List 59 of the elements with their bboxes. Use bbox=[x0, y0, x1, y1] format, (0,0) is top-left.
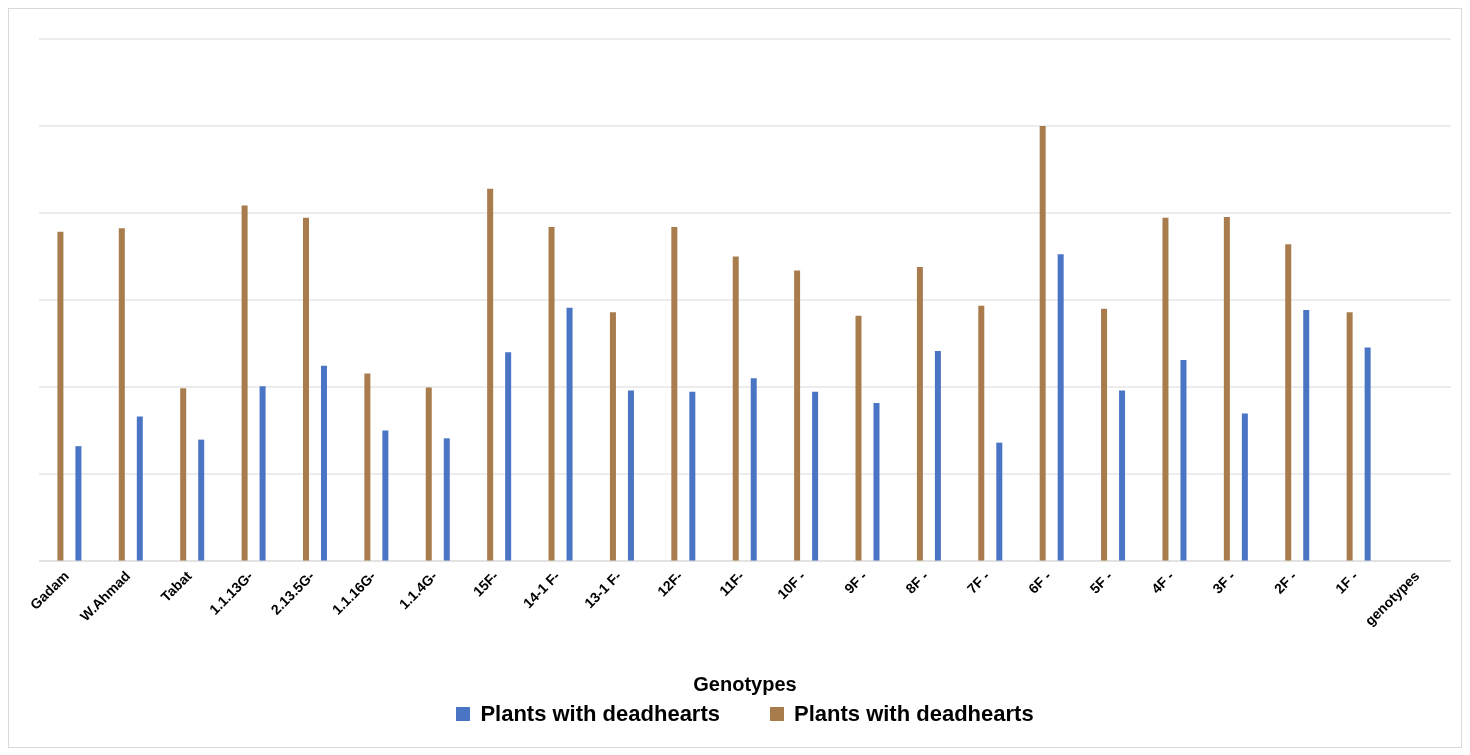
bar bbox=[118, 228, 125, 561]
bar bbox=[75, 446, 82, 561]
bar bbox=[443, 438, 450, 561]
bar bbox=[241, 205, 248, 561]
x-tick-label: 9F - bbox=[840, 567, 871, 597]
bar bbox=[750, 378, 757, 561]
bar bbox=[812, 391, 819, 561]
x-tick-label: 4F - bbox=[1147, 567, 1178, 597]
bar bbox=[627, 390, 634, 561]
bar bbox=[382, 430, 389, 561]
bar bbox=[198, 439, 205, 561]
legend-label: Plants with deadhearts bbox=[794, 701, 1034, 727]
bar bbox=[1101, 308, 1108, 561]
bar bbox=[996, 442, 1003, 561]
x-tick-label: 2F - bbox=[1270, 567, 1300, 597]
bar bbox=[1364, 347, 1371, 561]
x-tick-label: 15F- bbox=[469, 567, 502, 600]
bar bbox=[505, 352, 512, 561]
bar bbox=[1119, 390, 1126, 561]
bar bbox=[978, 305, 985, 561]
bar bbox=[1241, 413, 1248, 561]
bar bbox=[364, 373, 371, 561]
bar bbox=[732, 256, 739, 561]
bar bbox=[548, 226, 555, 561]
x-tick-label: 1F - bbox=[1332, 567, 1362, 597]
bar bbox=[180, 388, 187, 561]
bar bbox=[566, 307, 573, 561]
bar bbox=[689, 391, 696, 561]
legend-label: Plants with deadhearts bbox=[480, 701, 720, 727]
x-axis-title: Genotypes bbox=[693, 673, 797, 695]
x-tick-label: 11F- bbox=[716, 567, 748, 599]
x-tick-label: 8F - bbox=[902, 567, 932, 597]
bar bbox=[671, 226, 678, 561]
bar bbox=[425, 387, 432, 561]
bar bbox=[1285, 244, 1292, 561]
x-tick-label: 6F - bbox=[1025, 567, 1055, 597]
bar bbox=[136, 416, 143, 561]
bar bbox=[934, 350, 941, 561]
bar bbox=[1180, 360, 1187, 561]
bar bbox=[1346, 312, 1353, 561]
bar bbox=[1057, 254, 1064, 561]
x-tick-label: 12F- bbox=[654, 567, 686, 600]
x-tick-label: 7F - bbox=[963, 567, 993, 597]
bar bbox=[794, 270, 801, 561]
bar bbox=[57, 231, 64, 561]
bar bbox=[1303, 310, 1310, 561]
bar bbox=[855, 315, 862, 561]
bar bbox=[873, 403, 880, 561]
bar bbox=[487, 188, 494, 561]
bar bbox=[916, 266, 923, 561]
bar bbox=[609, 312, 616, 561]
bar bbox=[320, 365, 327, 561]
bar bbox=[259, 386, 266, 561]
bar bbox=[1162, 217, 1169, 561]
x-tick-label: 5F - bbox=[1086, 567, 1116, 597]
bar bbox=[1223, 216, 1230, 561]
bar bbox=[1039, 126, 1046, 561]
bar bbox=[302, 217, 309, 561]
x-tick-label: 3F - bbox=[1209, 567, 1239, 597]
